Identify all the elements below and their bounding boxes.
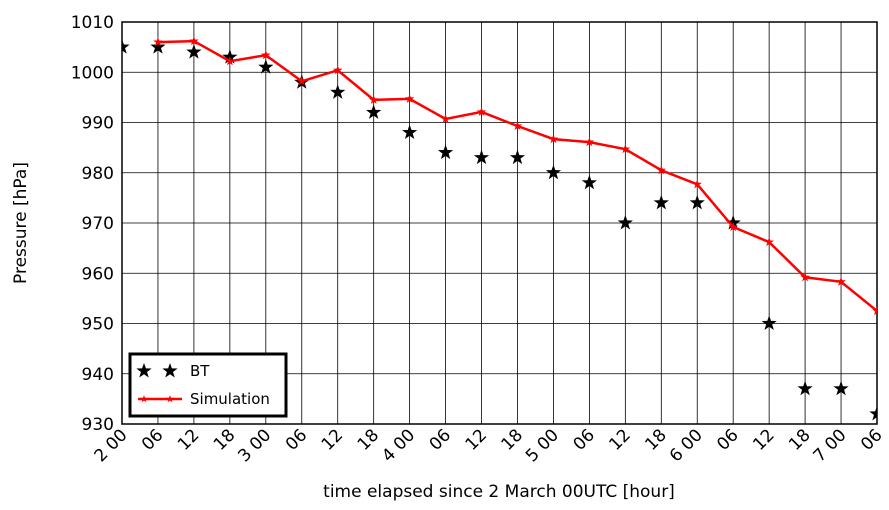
x-tick-label: 12 (174, 425, 203, 454)
data-point (656, 165, 667, 175)
x-tick-label: 12 (318, 425, 347, 454)
data-point (258, 59, 274, 74)
y-axis-label: Pressure [hPa] (11, 162, 31, 284)
plot-area (122, 36, 877, 421)
data-point (836, 276, 846, 286)
x-tick-label: 7 00 (810, 425, 851, 466)
x-tick-label: 06 (569, 425, 598, 454)
data-point (545, 164, 562, 180)
x-tick-label: 12 (462, 425, 491, 454)
x-axis-label: time elapsed since 2 March 00UTC [hour] (323, 482, 675, 502)
y-tick-label: 950 (82, 315, 114, 335)
data-point (833, 380, 849, 396)
data-point (581, 174, 597, 190)
legend-label: Simulation (190, 390, 270, 408)
data-point (440, 113, 451, 124)
legend-box (128, 352, 288, 418)
x-tick-label: 06 (138, 425, 167, 454)
data-point (186, 44, 202, 59)
y-tick-label: 980 (82, 164, 114, 184)
data-point (437, 144, 454, 160)
data-point (225, 56, 235, 66)
data-point (368, 94, 379, 104)
x-tick-label: 5 00 (522, 425, 563, 466)
data-point (509, 149, 526, 165)
data-point (689, 194, 705, 210)
legend-marker (140, 395, 148, 403)
data-point (332, 65, 343, 75)
data-point (869, 405, 877, 421)
data-point (297, 76, 307, 86)
data-point (122, 39, 130, 54)
y-tick-label: 970 (82, 214, 114, 234)
legend-marker (136, 363, 152, 378)
data-point (653, 194, 669, 210)
data-point (617, 215, 633, 230)
legend: BT Simulation (128, 352, 288, 418)
x-tick-label: 3 00 (234, 425, 275, 466)
data-point (512, 121, 523, 131)
x-tick-label: 6 00 (666, 425, 707, 466)
y-tick-label: 990 (82, 114, 114, 134)
data-point (330, 84, 346, 99)
data-point (548, 134, 559, 144)
x-tick-label: 06 (282, 425, 311, 454)
legend-marker (162, 363, 178, 378)
data-point (404, 93, 415, 103)
y-tick-label: 960 (82, 264, 114, 284)
y-tick-label: 930 (82, 415, 114, 435)
legend-label: BT (190, 362, 210, 380)
data-point (150, 39, 166, 54)
data-point (189, 36, 199, 46)
data-point (761, 315, 777, 330)
data-point (728, 222, 738, 232)
plot-frame (121, 21, 878, 425)
y-tick-label: 940 (82, 365, 114, 385)
y-tick-label: 1010 (71, 13, 114, 33)
data-point (872, 305, 877, 315)
x-tick-label: 06 (857, 425, 886, 454)
x-tick-label: 12 (605, 425, 634, 454)
legend-marker (166, 395, 174, 403)
x-tick-label: 06 (713, 425, 742, 454)
data-point (620, 144, 631, 154)
data-point (797, 380, 813, 396)
y-tick-label: 1000 (71, 63, 114, 83)
data-point (402, 124, 418, 140)
x-tick-label: 4 00 (378, 425, 419, 466)
data-point (800, 272, 810, 282)
x-tick-label: 12 (749, 425, 778, 454)
data-point (261, 50, 271, 60)
data-point (692, 179, 702, 189)
data-point (153, 37, 163, 47)
data-point (473, 149, 490, 165)
data-point (764, 237, 774, 247)
data-point (476, 106, 487, 116)
data-point (366, 104, 382, 119)
data-point (584, 137, 595, 147)
x-tick-label: 06 (426, 425, 455, 454)
